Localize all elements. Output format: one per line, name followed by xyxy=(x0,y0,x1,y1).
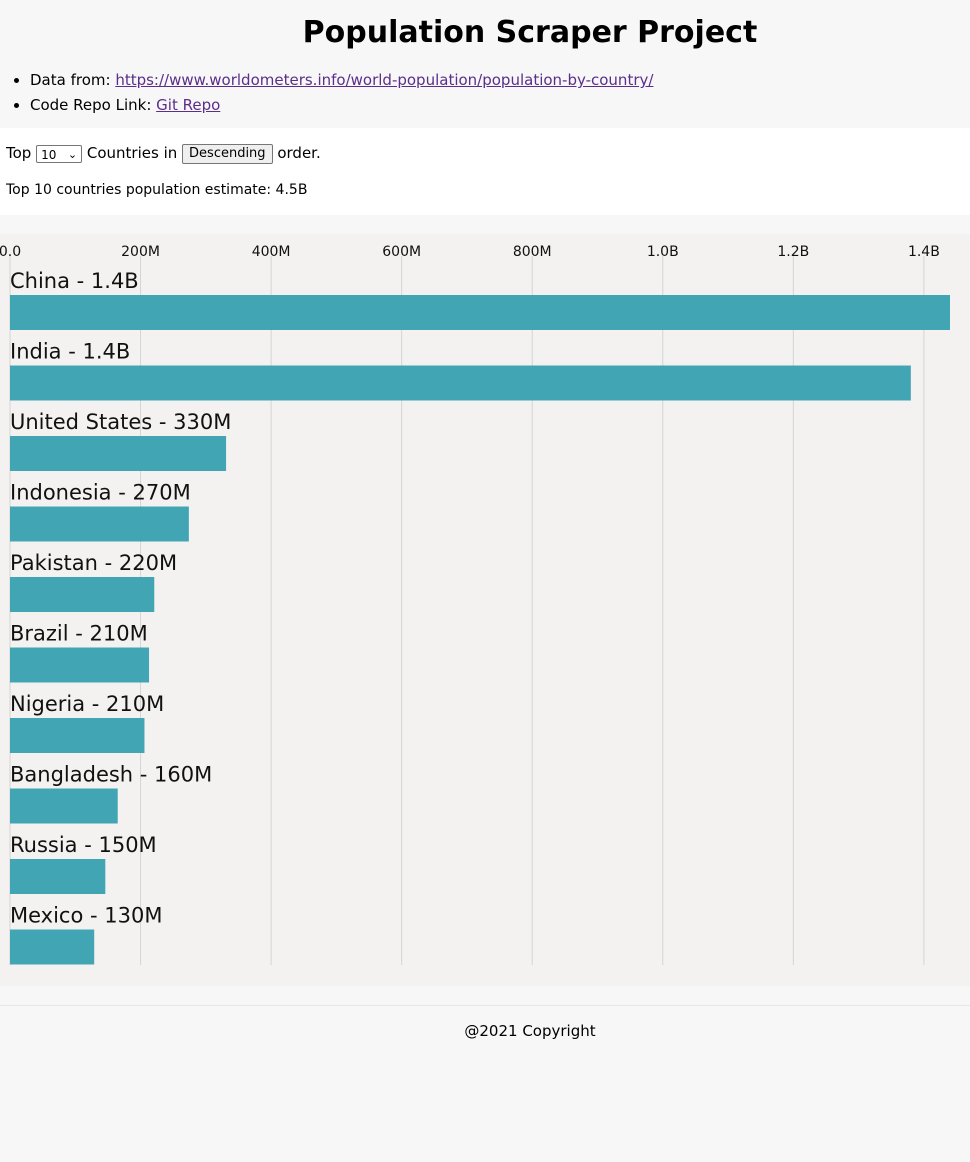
bar xyxy=(10,859,106,894)
repo-label: Code Repo Link: xyxy=(30,96,157,114)
data-source-item: Data from: https://www.worldometers.info… xyxy=(30,68,653,93)
x-tick-label: 1.2B xyxy=(777,244,809,260)
bar-label: India - 1.4B xyxy=(10,340,130,364)
bar-label: Russia - 150M xyxy=(10,833,157,857)
bar xyxy=(10,506,189,542)
x-tick-label: 0.0 xyxy=(0,244,21,260)
population-summary: Top 10 countries population estimate: 4.… xyxy=(6,182,308,198)
repo-link[interactable]: Git Repo xyxy=(156,96,221,114)
bar-label: Brazil - 210M xyxy=(10,622,148,646)
bar-label: Mexico - 130M xyxy=(10,904,162,928)
bar xyxy=(10,295,950,330)
bar xyxy=(10,929,95,965)
footer-divider xyxy=(0,1005,970,1006)
bar-label: Indonesia - 270M xyxy=(10,481,191,505)
page-header: Population Scraper Project Data from: ht… xyxy=(0,0,970,128)
bar xyxy=(10,788,118,824)
population-chart: 0.0 200M 400M 600M 800M 1.0B 1.2B 1.4B China - 1… xyxy=(0,234,970,986)
bar xyxy=(10,718,145,753)
bar xyxy=(10,647,150,683)
x-tick-label: 1.0B xyxy=(647,244,679,260)
footer-copyright: @2021 Copyright xyxy=(464,1022,596,1040)
x-tick-label: 200M xyxy=(121,244,160,260)
bar-chart-svg: 0.0 200M 400M 600M 800M 1.0B 1.2B 1.4B China - 1… xyxy=(0,244,950,965)
top-label: Top xyxy=(6,144,32,162)
data-source-label: Data from: xyxy=(30,71,116,89)
order-toggle-button[interactable]: Descending xyxy=(182,143,273,164)
repo-item: Code Repo Link: Git Repo xyxy=(30,93,653,118)
bar-label: United States - 330M xyxy=(10,410,231,434)
bar-label: Pakistan - 220M xyxy=(10,551,177,575)
count-select[interactable]: 10 ⌄ xyxy=(36,144,83,163)
bar-label: China - 1.4B xyxy=(10,269,139,293)
count-value: 10 xyxy=(41,147,57,162)
x-tick-label: 1.4B xyxy=(908,244,940,260)
control-row: Top 10 ⌄ Countries in Descending order. xyxy=(6,142,321,164)
bar xyxy=(10,365,911,401)
controls-panel: Top 10 ⌄ Countries in Descending order. T… xyxy=(0,128,970,215)
bar-label: Bangladesh - 160M xyxy=(10,763,212,787)
x-tick-label: 400M xyxy=(252,244,291,260)
order-label: order. xyxy=(277,144,321,162)
bar xyxy=(10,436,227,471)
info-list: Data from: https://www.worldometers.info… xyxy=(0,68,653,118)
chevron-down-icon: ⌄ xyxy=(67,147,78,161)
x-tick-label: 800M xyxy=(513,244,552,260)
x-tick-label: 600M xyxy=(382,244,421,260)
bar xyxy=(10,577,155,612)
data-source-link[interactable]: https://www.worldometers.info/world-popu… xyxy=(115,71,654,89)
countries-label: Countries in xyxy=(86,144,178,162)
page-title: Population Scraper Project xyxy=(302,15,758,50)
bar-label: Nigeria - 210M xyxy=(10,692,164,716)
